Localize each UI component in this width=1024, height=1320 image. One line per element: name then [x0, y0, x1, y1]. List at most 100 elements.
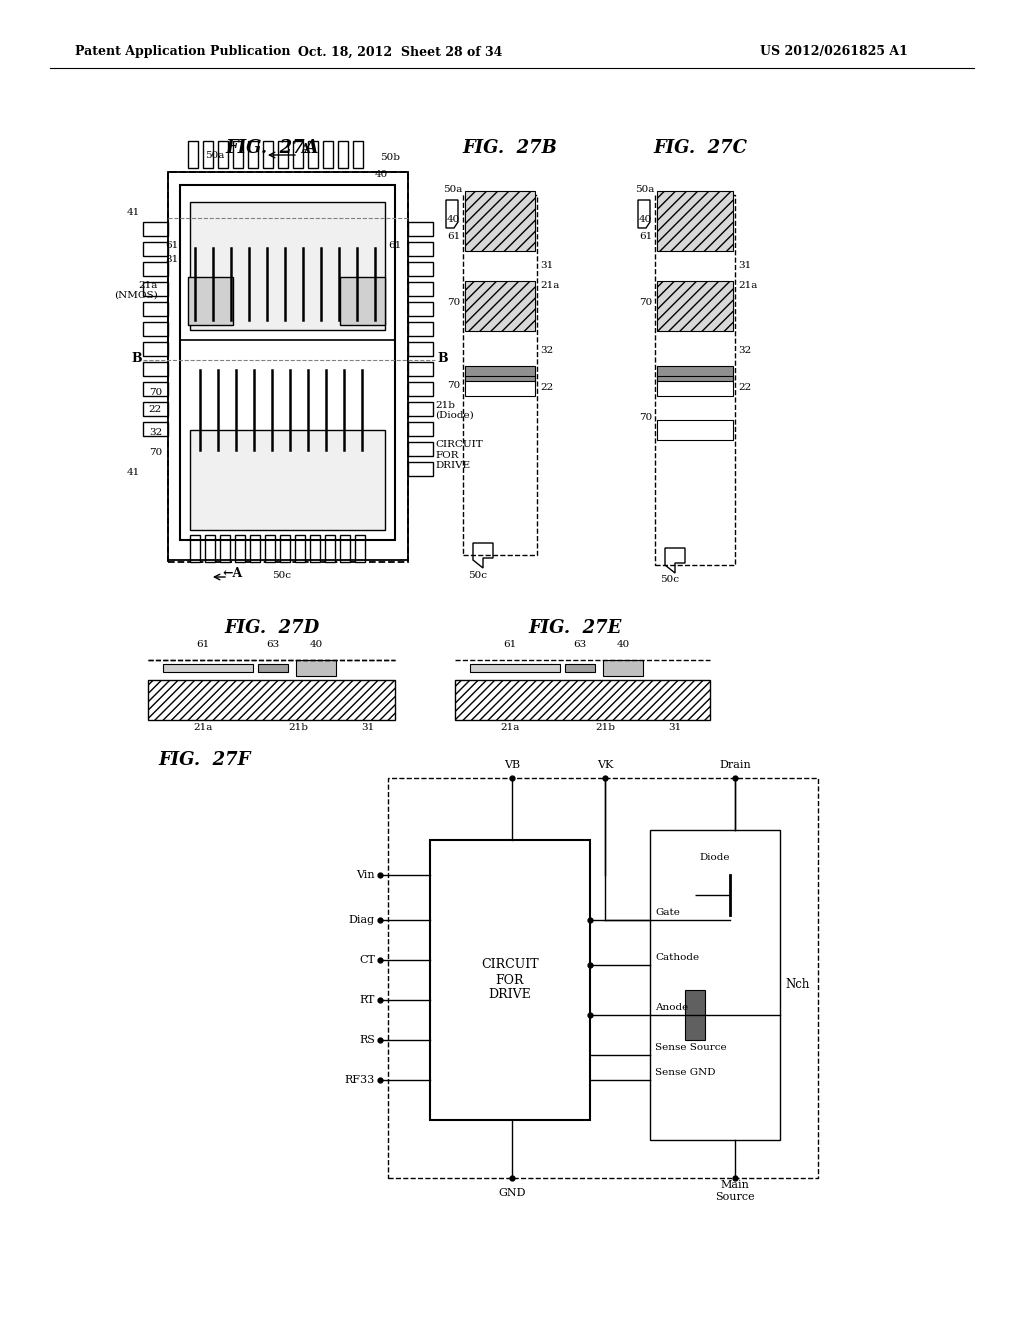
- Text: B: B: [131, 352, 142, 366]
- Text: Anode: Anode: [655, 1003, 688, 1012]
- Bar: [168, 172, 408, 562]
- Bar: [143, 403, 168, 416]
- Bar: [308, 141, 318, 168]
- Bar: [465, 235, 535, 243]
- Bar: [234, 535, 245, 562]
- Text: 22: 22: [540, 383, 553, 392]
- Bar: [430, 840, 590, 1119]
- Text: Oct. 18, 2012  Sheet 28 of 34: Oct. 18, 2012 Sheet 28 of 34: [298, 45, 502, 58]
- Bar: [143, 322, 168, 337]
- Bar: [657, 366, 733, 381]
- Bar: [408, 422, 433, 436]
- Text: Vin: Vin: [356, 870, 375, 880]
- Text: 32: 32: [148, 428, 162, 437]
- Bar: [265, 535, 275, 562]
- Text: 21b: 21b: [595, 723, 615, 733]
- Bar: [293, 141, 303, 168]
- Text: 21a: 21a: [194, 723, 213, 733]
- Text: 61: 61: [639, 232, 652, 242]
- Bar: [338, 141, 348, 168]
- Bar: [203, 141, 213, 168]
- Bar: [685, 990, 705, 1040]
- Text: B: B: [437, 352, 447, 366]
- Text: 63: 63: [266, 640, 280, 649]
- Bar: [355, 535, 365, 562]
- Bar: [295, 535, 305, 562]
- Text: 40: 40: [639, 215, 652, 224]
- Text: Sense GND: Sense GND: [655, 1068, 716, 1077]
- Text: 63: 63: [573, 640, 587, 649]
- Bar: [463, 195, 537, 554]
- Text: CIRCUIT
FOR
DRIVE: CIRCUIT FOR DRIVE: [481, 958, 539, 1002]
- Bar: [205, 535, 215, 562]
- Text: Sense Source: Sense Source: [655, 1043, 727, 1052]
- Text: 21a: 21a: [738, 281, 758, 290]
- Text: 50a: 50a: [635, 185, 654, 194]
- Bar: [465, 213, 535, 228]
- Text: 61: 61: [197, 640, 210, 649]
- Bar: [310, 535, 319, 562]
- Text: A: A: [300, 143, 309, 156]
- Bar: [190, 430, 385, 531]
- Bar: [143, 362, 168, 376]
- Bar: [465, 281, 535, 331]
- Text: Patent Application Publication: Patent Application Publication: [75, 45, 291, 58]
- Text: 70: 70: [148, 388, 162, 397]
- Bar: [323, 141, 333, 168]
- Text: 31: 31: [361, 723, 375, 733]
- Text: 61: 61: [446, 232, 460, 242]
- Text: 31: 31: [540, 261, 553, 271]
- Text: 61: 61: [165, 242, 178, 249]
- Bar: [188, 141, 198, 168]
- Bar: [180, 185, 395, 540]
- Text: 70: 70: [639, 298, 652, 308]
- Bar: [190, 202, 385, 330]
- Text: 70: 70: [148, 447, 162, 457]
- Text: RS: RS: [359, 1035, 375, 1045]
- Text: 32: 32: [540, 346, 553, 355]
- Bar: [408, 261, 433, 276]
- Text: Diag: Diag: [349, 915, 375, 925]
- Text: 31: 31: [669, 723, 682, 733]
- Text: GND: GND: [499, 1188, 525, 1199]
- Bar: [148, 680, 395, 719]
- Bar: [143, 282, 168, 296]
- Bar: [143, 242, 168, 256]
- Bar: [408, 222, 433, 236]
- Bar: [657, 213, 733, 228]
- Text: VB: VB: [504, 760, 520, 770]
- Bar: [168, 172, 408, 560]
- Bar: [280, 535, 290, 562]
- Text: 21b: 21b: [288, 723, 308, 733]
- Text: Gate: Gate: [655, 908, 680, 917]
- Bar: [325, 535, 335, 562]
- Text: 40: 40: [616, 640, 630, 649]
- Bar: [143, 422, 168, 436]
- Bar: [258, 664, 288, 672]
- Bar: [650, 830, 780, 1140]
- Text: 70: 70: [446, 381, 460, 389]
- Bar: [657, 290, 733, 312]
- Bar: [190, 535, 200, 562]
- Text: Drain: Drain: [719, 760, 751, 770]
- Text: 40: 40: [309, 640, 323, 649]
- Text: 41: 41: [127, 469, 140, 477]
- Bar: [143, 342, 168, 356]
- Text: 70: 70: [446, 298, 460, 308]
- Bar: [340, 277, 385, 325]
- Bar: [470, 664, 560, 672]
- Bar: [657, 376, 733, 396]
- Text: 32: 32: [738, 346, 752, 355]
- Bar: [408, 462, 433, 477]
- Text: 41: 41: [127, 209, 140, 216]
- Bar: [657, 191, 733, 251]
- Bar: [340, 535, 350, 562]
- Bar: [408, 442, 433, 455]
- Bar: [408, 282, 433, 296]
- Bar: [455, 680, 710, 719]
- Bar: [263, 141, 273, 168]
- Bar: [408, 362, 433, 376]
- Bar: [408, 381, 433, 396]
- Bar: [143, 261, 168, 276]
- Text: 50a: 50a: [206, 150, 224, 160]
